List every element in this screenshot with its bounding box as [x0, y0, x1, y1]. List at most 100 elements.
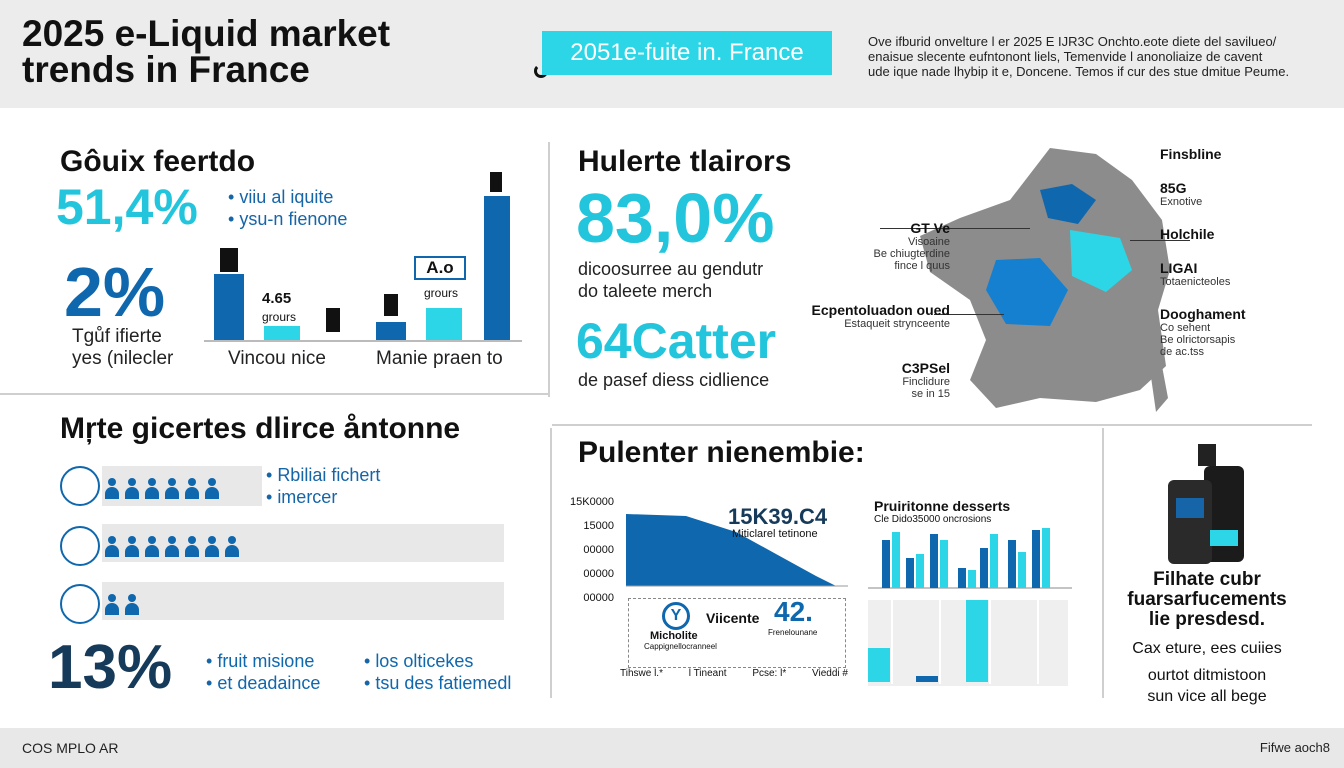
map-label: Ecpentoluadon oued Estaqueit strynceente — [800, 302, 950, 330]
area-chart — [626, 514, 848, 587]
section-heading: Hulerte tlairors — [578, 145, 792, 178]
caption-line: ourtot ditmistoon — [1147, 667, 1267, 684]
y-tick-label: 00000 — [583, 568, 614, 580]
chart-label: Manie praen to — [376, 348, 503, 369]
stat-caption: de pasef diess cidlience — [578, 370, 770, 390]
chart-bar — [264, 326, 300, 340]
map-label-line: Exnotive — [1160, 196, 1203, 208]
chart-label: Vincou nice — [228, 348, 326, 369]
person-icon — [104, 594, 120, 616]
footer-right: Fifwe aoch8 — [1259, 740, 1330, 755]
caption-line: yes (nilecler — [72, 348, 174, 369]
map-label-line: de ac.tss — [1160, 346, 1205, 358]
people-row — [104, 478, 224, 505]
x-tick-label: Vieddi # — [812, 668, 848, 679]
heading-line: fuarsarfucements — [1127, 589, 1287, 610]
map-label: C3PSel Finclidure se in 15 — [800, 360, 950, 400]
person-icon — [124, 478, 140, 500]
map-leader — [1130, 240, 1190, 241]
footer-band — [0, 728, 1344, 768]
legend-item: Rbiliai fichert — [266, 464, 380, 486]
bullet-item: tsu des fatiemedl — [364, 672, 511, 694]
logo-label: Viicente — [706, 610, 760, 626]
map-label: Holchile — [1160, 226, 1290, 242]
stat-caption: Tgůf ifierte yes (nilecler — [72, 326, 173, 370]
page-title: 2025 e-Liquid market trends in France — [22, 13, 502, 90]
map-label-title: GT Ve — [910, 220, 950, 236]
stat-caption: dicoosurree au gendutr do taleete merch — [578, 258, 763, 302]
title-line-2: trends in France — [22, 49, 310, 90]
intro-text: Ove ifburid onvelture l er 2025 E IJR3C … — [868, 34, 1298, 79]
dashed-panel — [628, 598, 846, 668]
caption-line: sun vice all bege — [1147, 688, 1267, 705]
map-labels-left: GT Ve Visoaine Be chiugterdine fince l quus… — [800, 220, 950, 430]
map-label-line: Be olrictorsapis — [1160, 334, 1236, 346]
bullet-item: fruit misione — [206, 650, 320, 672]
chart-baseline — [204, 340, 522, 342]
chart-cap — [490, 172, 502, 192]
chart-cap — [220, 248, 238, 272]
chart-bar — [376, 322, 406, 340]
bullet-item: ysu-n fienone — [228, 208, 347, 230]
person-icon — [104, 478, 120, 500]
france-map — [920, 148, 1170, 412]
divider — [548, 142, 550, 397]
person-icon — [144, 478, 160, 500]
person-icon — [204, 536, 220, 558]
map-label-line: Totaenicteoles — [1160, 276, 1231, 288]
person-icon — [164, 478, 180, 500]
divider — [1102, 428, 1104, 698]
logo-sub: Cappignellocranneel — [644, 642, 717, 651]
stat-primary: 51,4% — [56, 179, 198, 235]
side-caption: Frenelounane — [768, 628, 818, 637]
map-label: Finsbline — [1160, 146, 1290, 162]
map-label-line: Co sehent — [1160, 322, 1211, 334]
caption-line: Tgůf ifierte — [72, 326, 162, 347]
map-label-title: Finsbline — [1160, 146, 1222, 162]
row-track — [102, 582, 504, 620]
legend: Rbiliai fichert imercer — [266, 464, 380, 508]
chart-bar — [484, 196, 510, 340]
logo-icon: Y — [662, 602, 690, 630]
area-value: 15K39.C4 — [728, 504, 828, 529]
x-tick-label: Tihswe l.* — [620, 668, 663, 679]
x-tick-label: l Tineant — [688, 668, 727, 679]
intro-line: ude ique nade lhybip it e, Doncene. Temo… — [868, 64, 1290, 79]
map-label-line: Be chiugterdine — [873, 248, 950, 260]
device-caption: Cax eture, ees cuiies ourtot ditmistoon … — [1110, 638, 1304, 707]
bar-badge: A.o — [414, 256, 466, 280]
heading-line: lie presdesd. — [1148, 609, 1266, 630]
stat-bottom: 13% — [48, 633, 173, 702]
person-icon — [184, 536, 200, 558]
bullet-item: viiu al iquite — [228, 186, 347, 208]
section-heading: Mŗte gicertes dlirce åntonne — [60, 412, 461, 445]
user-icon — [60, 584, 100, 624]
person-icon — [184, 478, 200, 500]
grouped-bar-chart — [868, 528, 1072, 686]
people-row — [104, 594, 144, 621]
bullets-a: fruit misione et deadaince — [206, 650, 320, 694]
map-label-title: 85G — [1160, 180, 1187, 196]
bullet-item: et deadaince — [206, 672, 320, 694]
intro-line: enaisue slecente eufntonont liels, Temen… — [868, 49, 1263, 64]
chart-bar — [426, 308, 462, 340]
stat-primary: 83,0% — [576, 179, 775, 257]
title-line-1: 2025 e-Liquid market — [22, 13, 391, 54]
map-label-line: Finclidure — [902, 376, 950, 388]
map-label-title: C3PSel — [901, 360, 950, 376]
divider — [552, 424, 1312, 426]
header-tag: 2051e-fuite in. France — [542, 31, 832, 75]
bar-badge-text: grours — [424, 286, 459, 300]
map-label-title: LIGAI — [1160, 260, 1198, 276]
device-heading: Filhate cubr fuarsarfucements lie presde… — [1110, 570, 1304, 630]
logo-text: Micholite — [650, 630, 698, 642]
row-track — [102, 466, 262, 506]
caption-line: dicoosurree au gendutr — [578, 259, 764, 279]
map-leader — [934, 314, 1004, 315]
vape-device-image — [1168, 444, 1244, 564]
bar-note-text: grours — [262, 310, 297, 324]
bullets-b: los olticekes tsu des fatiemedl — [364, 650, 511, 694]
map-label: Dooghament Co sehent Be olrictorsapis de ac… — [1160, 306, 1290, 358]
divider — [0, 393, 548, 395]
chart-cap — [384, 294, 398, 316]
